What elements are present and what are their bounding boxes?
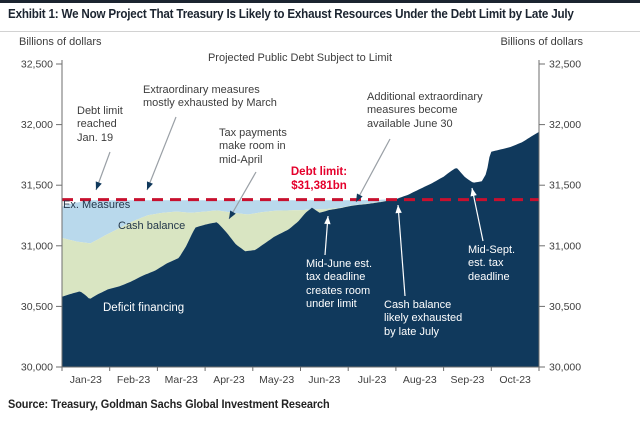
arrow-extraordinary-measures [146,116,177,191]
cash-balance-area [62,199,396,299]
arrow-debt-limit-reached-head [95,181,102,190]
exhibit-title: Exhibit 1: We Now Project That Treasury … [8,7,574,21]
x-tick-label: Sep-23 [451,374,485,386]
deficit-financing-area [62,131,539,367]
annotation-cash-exhausted: Cash balance likely exhausted by late Ju… [384,299,463,338]
arrow-cash-exhausted-head [395,205,402,214]
y-axis-unit-right: Billions of dollars [500,36,583,48]
y-tick-label-right: 30,000 [549,362,581,374]
x-tick-label: Jan-23 [70,374,102,386]
arrow-additional-measures-head [356,193,363,202]
annotation-mid-sept: Mid-Sept. est. tax deadline [468,244,516,283]
label-ex-measures: Ex. Measures [63,199,131,211]
x-tick-label: Mar-23 [165,374,198,386]
y-tick-label-left: 32,000 [21,119,53,131]
ex-measures-area [62,199,396,244]
annotation-debt-limit-reached: Debt limit reached Jan. 19 [77,105,123,144]
x-tick-label: Apr-23 [213,374,245,386]
y-tick-label-left: 30,000 [21,362,53,374]
arrow-mid-sept [471,187,484,242]
annotation-additional-measures: Additional extraordinary measures become… [367,91,483,130]
annotation-extraordinary-measures: Extraordinary measures mostly exhausted … [143,84,277,110]
arrow-tax-payments [228,171,257,220]
arrow-mid-sept-head [470,188,477,197]
arrow-tax-payments-head [229,210,236,219]
arrow-mid-june-head [324,216,331,225]
top-border-rule [0,0,640,3]
y-tick-label-left: 31,000 [21,240,53,252]
y-tick-label-right: 31,500 [549,180,581,192]
x-tick-label: Jul-23 [358,374,387,386]
x-tick-label: Oct-23 [499,374,531,386]
x-tick-label: Aug-23 [403,374,437,386]
label-deficit-financing: Deficit financing [103,302,185,314]
y-tick-label-right: 30,500 [549,301,581,313]
y-tick-label-left: 30,500 [21,301,53,313]
annotation-tax-payments: Tax payments make room in mid-April [219,127,287,166]
arrow-cash-exhausted [397,204,406,297]
y-tick-label-left: 32,500 [21,59,53,71]
debt-limit-callout: Debt limit: $31,381bn [290,166,348,193]
title-divider-rule [0,31,640,32]
y-tick-label-right: 31,000 [549,240,581,252]
arrow-extraordinary-measures-head [146,181,153,190]
arrow-additional-measures [355,138,391,203]
x-tick-label: Jun-23 [308,374,340,386]
annotation-mid-june: Mid-June est. tax deadline creates room … [306,258,373,311]
y-tick-label-right: 32,500 [549,59,581,71]
label-cash-balance: Cash balance [118,220,186,232]
y-axis-unit-left: Billions of dollars [19,36,102,48]
y-tick-label-left: 31,500 [21,180,53,192]
x-tick-label: May-23 [259,374,294,386]
y-tick-label-right: 32,000 [549,119,581,131]
x-tick-label: Feb-23 [117,374,150,386]
chart-title: Projected Public Debt Subject to Limit [207,52,393,64]
source-line: Source: Treasury, Goldman Sachs Global I… [8,399,330,411]
